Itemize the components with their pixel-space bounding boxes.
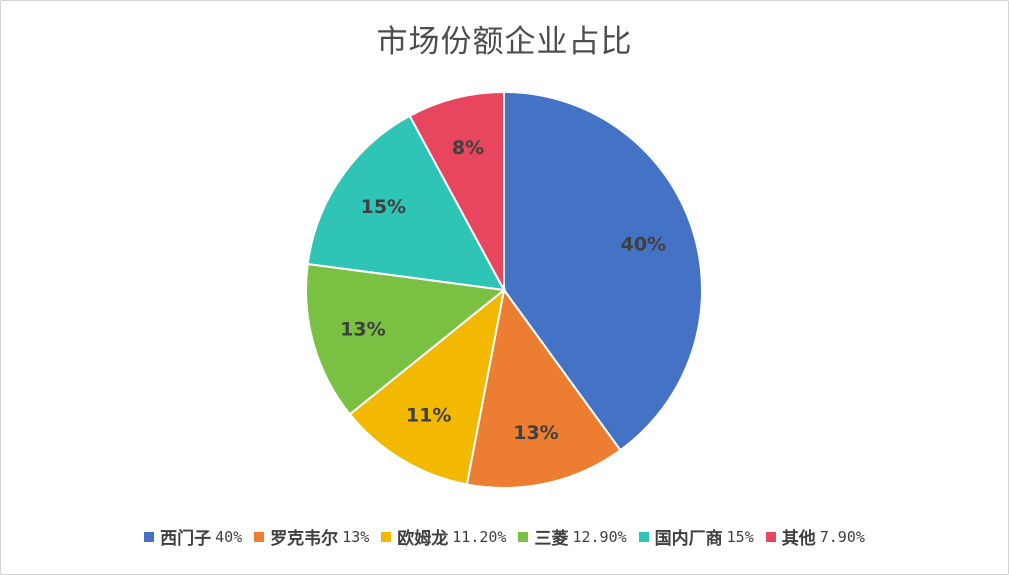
legend-item-5: 国内厂商 15% [638,524,754,549]
legend-label: 罗克韦尔 [270,529,339,549]
legend-item-2: 罗克韦尔 13% [254,524,369,549]
legend-item-6: 其他 7.90% [765,524,865,549]
chart-title: 市场份额企业占比 [376,24,633,60]
legend-value: 15% [726,527,754,546]
pie-slice-6 [408,90,505,291]
slice-data-label-5: 15% [361,196,406,218]
legend-label: 国内厂商 [654,529,723,549]
slice-data-label-3: 11% [406,405,451,427]
legend-value: 40% [215,527,243,546]
legend-swatch [638,531,649,542]
legend-value: 12.90% [572,527,627,546]
slice-data-label-2: 13% [513,422,558,444]
legend-swatch [144,531,155,542]
slice-data-label-6: 8% [452,137,484,159]
pie-slice-3 [348,287,506,486]
legend-label: 西门子 [160,529,212,549]
legend-value: 13% [342,527,370,546]
legend-swatch [518,531,529,542]
pie-slice-2 [465,287,622,489]
slice-data-label-1: 40% [621,234,666,256]
legend-swatch [765,531,776,542]
pie-slice-1 [503,90,703,452]
legend-swatch [254,531,265,542]
chart-legend: 西门子 40% 罗克韦尔 13% 欧姆龙 11.20% 三菱 12.90% 国内厂商 15% 其他 7… [0,524,1009,549]
legend-label: 欧姆龙 [397,529,449,549]
pie-slice-4 [305,262,507,416]
legend-item-3: 欧姆龙 11.20% [381,524,506,549]
legend-item-1: 西门子 40% [144,524,242,549]
legend-item-4: 三菱 12.90% [518,524,627,549]
legend-label: 三菱 [534,529,569,549]
legend-swatch [381,531,392,542]
slice-data-label-4: 13% [340,319,385,341]
pie-slice-5 [306,114,506,292]
legend-label: 其他 [781,529,816,549]
legend-value: 11.20% [452,527,507,546]
legend-value: 7.90% [819,527,865,546]
